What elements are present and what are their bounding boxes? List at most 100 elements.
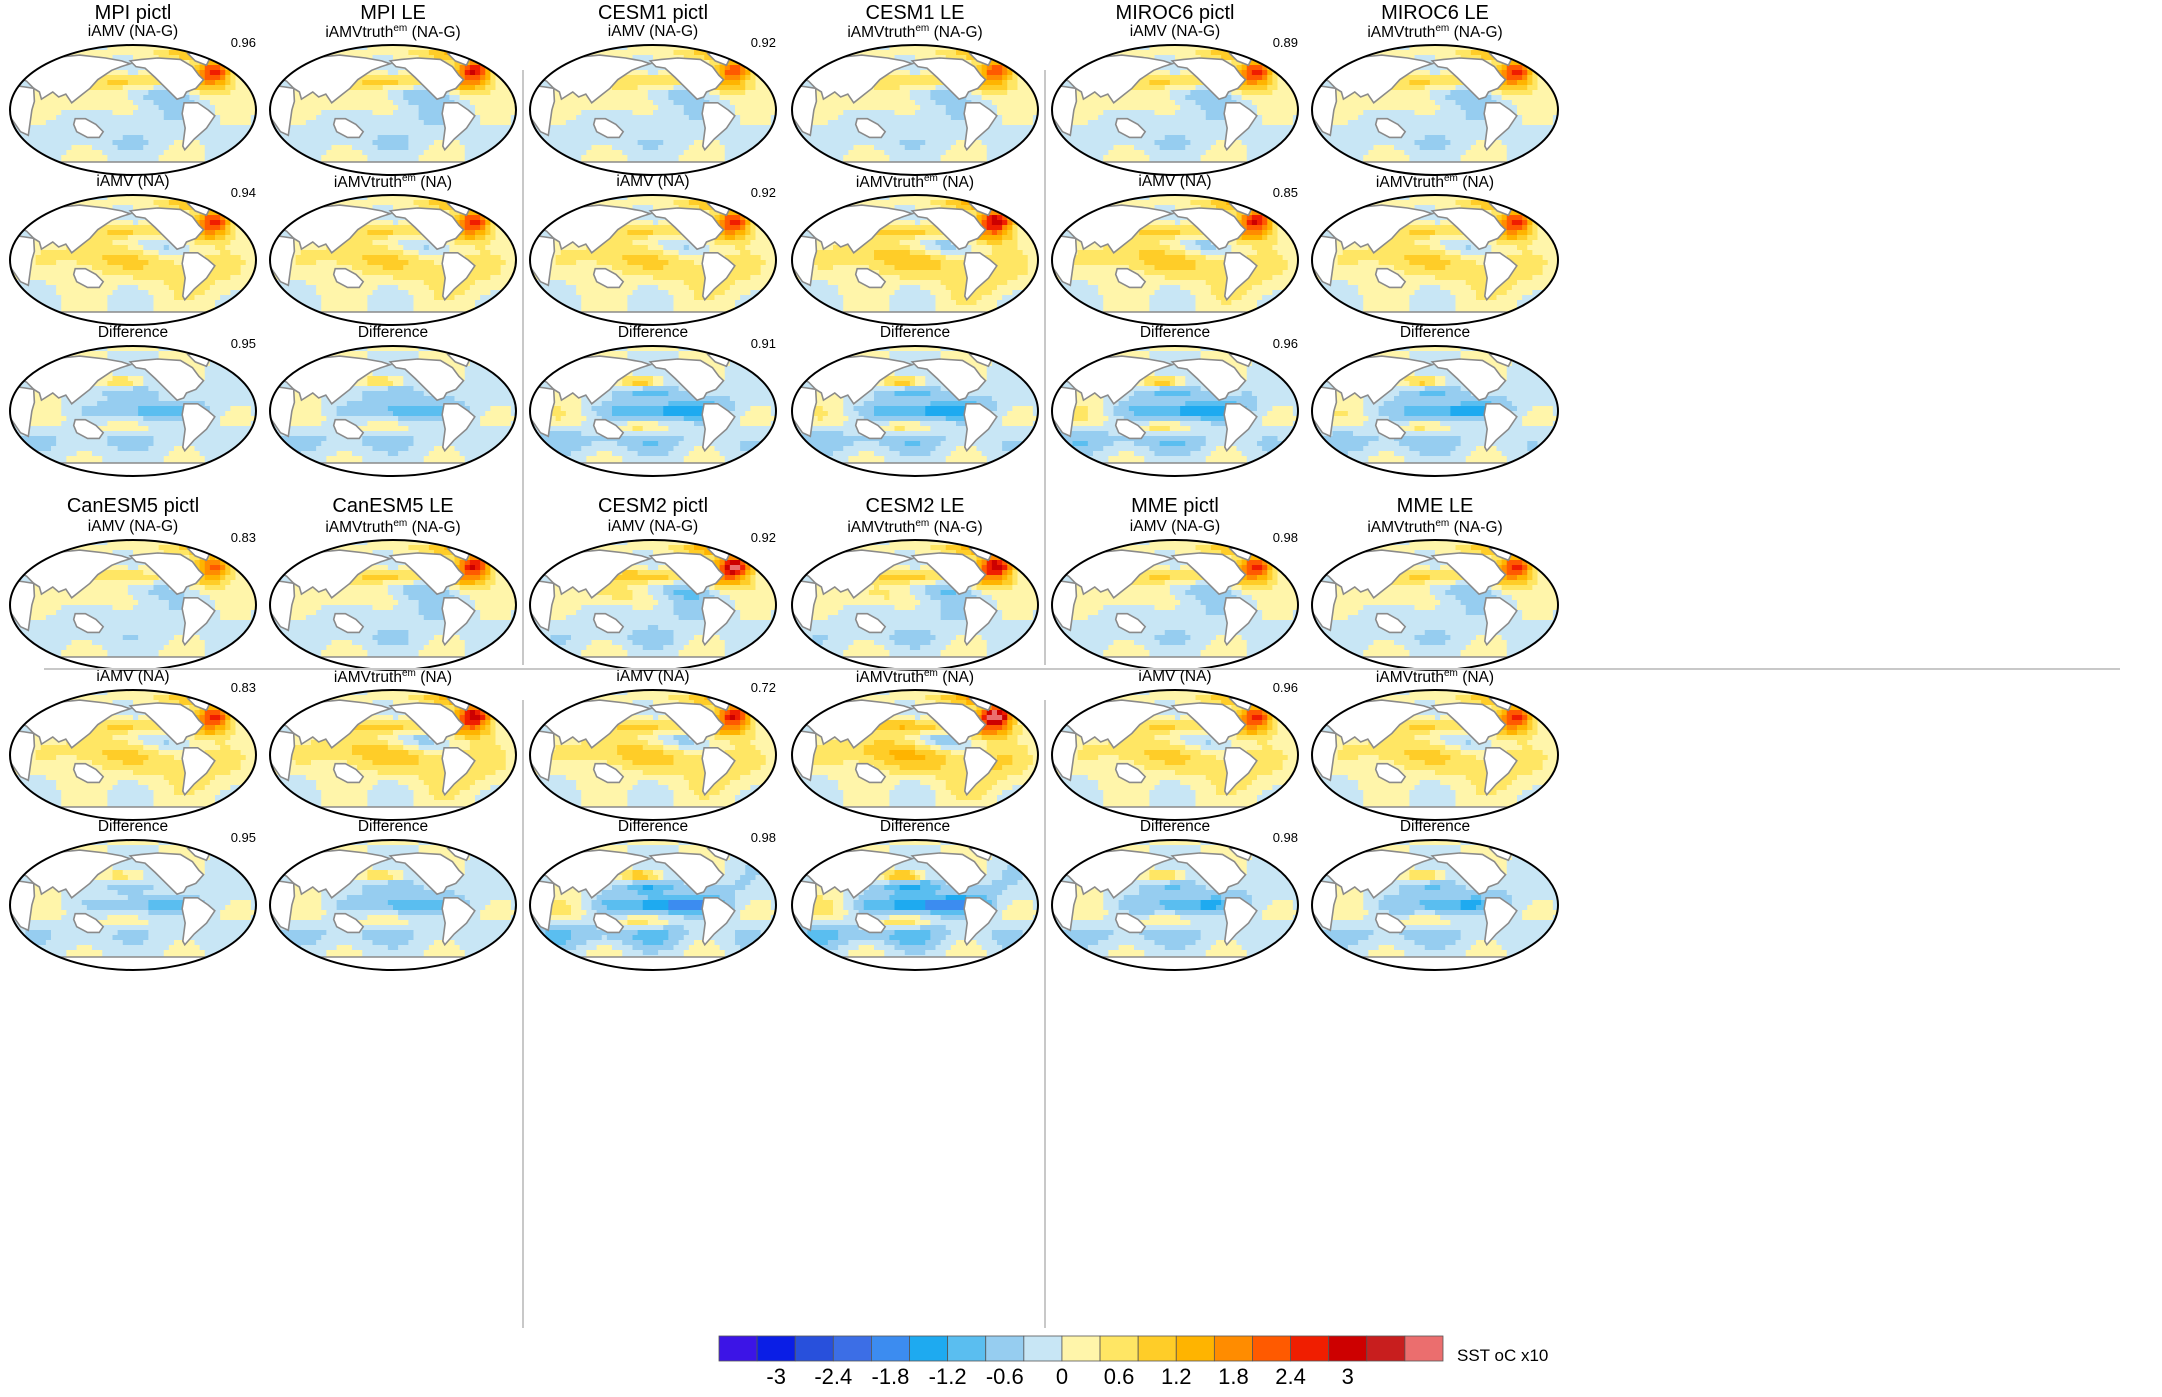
sst-cell: [362, 90, 368, 96]
sst-cell: [56, 115, 62, 121]
sst-cell: [35, 411, 42, 417]
sst-cell: [107, 456, 114, 462]
sst-cell: [215, 245, 221, 251]
sst-cell: [45, 431, 52, 437]
sst-cell: [280, 70, 286, 76]
sst-cell: [245, 55, 252, 61]
sst-cell: [240, 115, 247, 121]
sst-cell: [40, 265, 47, 271]
sst-cell: [398, 45, 404, 51]
sst-cell: [66, 145, 73, 151]
sst-cell: [215, 200, 221, 206]
sst-cell: [382, 55, 389, 61]
sst-cell: [230, 60, 237, 66]
sst-cell: [35, 245, 42, 251]
sst-cell: [189, 346, 196, 352]
sst-cell: [25, 305, 32, 311]
sst-cell: [240, 366, 247, 372]
sst-cell: [220, 315, 226, 321]
sst-cell: [235, 75, 242, 81]
sst-cell: [300, 125, 307, 131]
sst-cell: [10, 160, 16, 166]
sst-cell: [179, 401, 185, 407]
sst-cell: [35, 456, 42, 462]
sst-cell: [204, 290, 211, 296]
sst-cell: [133, 205, 139, 211]
sst-cell: [174, 250, 180, 256]
sst-cell: [209, 285, 216, 291]
sst-cell: [133, 195, 139, 201]
sst-cell: [480, 105, 486, 111]
sst-cell: [76, 446, 83, 452]
sst-cell: [66, 451, 73, 457]
sst-cell: [10, 441, 16, 447]
sst-cell: [230, 255, 237, 261]
sst-cell: [66, 295, 73, 301]
sst-cell: [61, 115, 67, 121]
sst-cell: [464, 145, 471, 151]
sst-cell: [35, 315, 42, 321]
sst-cell: [92, 441, 98, 447]
sst-cell: [61, 95, 67, 101]
sst-cell: [209, 371, 216, 377]
sst-cell: [10, 205, 16, 211]
sst-cell: [153, 260, 160, 266]
sst-cell: [464, 105, 471, 111]
sst-cell: [204, 225, 211, 231]
sst-cell: [163, 145, 170, 151]
sst-cell: [275, 70, 281, 76]
sst-cell: [235, 195, 242, 201]
sst-cell: [372, 145, 379, 151]
sst-cell: [235, 431, 242, 437]
sst-cell: [204, 436, 211, 442]
sst-cell: [485, 145, 491, 151]
sst-cell: [76, 115, 83, 121]
sst-cell: [199, 155, 206, 161]
sst-cell: [235, 250, 242, 256]
sst-cell: [225, 140, 231, 146]
sst-cell: [133, 200, 139, 206]
sst-cell: [179, 105, 185, 111]
sst-cell: [107, 155, 114, 161]
land-mass: [72, 117, 105, 139]
sst-cell: [250, 265, 256, 271]
sst-cell: [112, 371, 119, 377]
sst-cell: [97, 416, 103, 422]
sst-cell: [158, 200, 165, 206]
sst-cell: [250, 45, 256, 51]
sst-cell: [321, 95, 327, 101]
sst-cell: [209, 250, 216, 256]
sst-cell: [235, 361, 242, 367]
sst-cell: [439, 100, 445, 106]
sst-cell: [138, 70, 144, 76]
sst-cell: [76, 245, 83, 251]
sst-cell: [153, 255, 160, 261]
sst-cell: [209, 426, 216, 432]
sst-cell: [398, 115, 404, 121]
sst-cell: [158, 436, 165, 442]
sst-cell: [295, 160, 302, 166]
sst-cell: [393, 85, 399, 91]
sst-cell: [311, 150, 317, 156]
sst-cell: [127, 205, 134, 211]
sst-cell: [40, 285, 47, 291]
sst-cell: [250, 310, 256, 316]
sst-cell: [225, 95, 231, 101]
sst-cell: [40, 431, 47, 437]
land-mass: [72, 267, 105, 289]
sst-cell: [280, 165, 286, 171]
sst-cell: [321, 155, 327, 161]
sst-cell: [163, 245, 170, 251]
sst-cell: [199, 130, 206, 136]
sst-cell: [97, 200, 103, 206]
sst-cell: [245, 120, 252, 126]
sst-cell: [143, 255, 149, 261]
sst-cell: [76, 436, 83, 442]
sst-cell: [163, 406, 170, 412]
sst-cell: [133, 235, 139, 241]
sst-cell: [127, 361, 134, 367]
sst-cell: [138, 441, 144, 447]
sst-cell: [362, 95, 368, 101]
sst-cell: [25, 45, 32, 51]
sst-cell: [295, 115, 302, 121]
